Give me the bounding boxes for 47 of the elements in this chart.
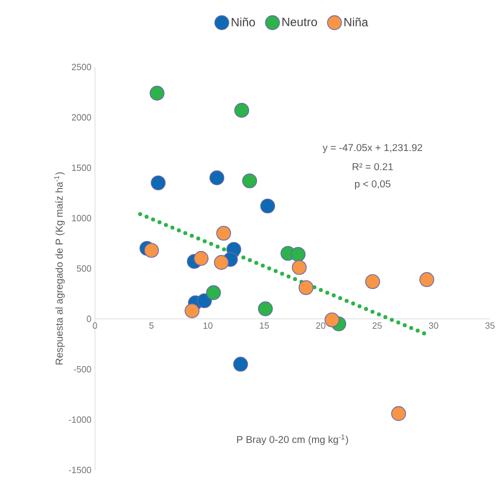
point [233, 356, 248, 372]
annotation: y = -47.05x + 1,231.92 [322, 144, 422, 154]
point [290, 246, 306, 262]
x-tick-label: 35 [485, 322, 494, 329]
point [196, 293, 212, 308]
point [214, 255, 229, 270]
point [298, 280, 314, 296]
y-tick-label: 1500 [72, 164, 91, 171]
y-tick-label: 2000 [72, 114, 91, 121]
y-tick-label: -500 [74, 366, 91, 372]
y-tick-label: 1000 [72, 214, 91, 222]
point [150, 175, 166, 190]
y-tick-label: -1500 [68, 466, 91, 474]
point [216, 226, 231, 241]
point [324, 312, 340, 328]
point [419, 272, 434, 287]
y-tick-label: 500 [76, 265, 91, 272]
point [365, 274, 380, 289]
x-tick-label: 0 [92, 322, 97, 329]
x-tick-label: 10 [203, 322, 212, 329]
x-tick-label: 15 [260, 322, 269, 329]
point [234, 102, 249, 118]
legend-label: Niño [232, 18, 255, 26]
y-tick-label: -1000 [68, 416, 91, 423]
point [194, 251, 208, 266]
point [184, 303, 200, 318]
y-tick-label: 2500 [72, 64, 91, 70]
x-tick-label: 30 [428, 322, 438, 329]
annotation: R² = 0.21 [352, 163, 393, 170]
point [258, 301, 273, 316]
y-axis-title: Respuesta al agregado de P (Kg maíz ha$^{-1}$) [54, 172, 65, 364]
point [260, 198, 275, 214]
point [144, 242, 159, 258]
point [150, 86, 164, 101]
x-tick-label: 5 [149, 322, 154, 329]
point [292, 260, 307, 275]
legend-label: Neutro [282, 18, 317, 26]
point [391, 406, 406, 421]
legend-label: Niña [344, 18, 368, 26]
point [206, 285, 221, 300]
y-tick-label: 0 [86, 316, 91, 322]
x-tick-label: 25 [372, 322, 382, 329]
point [242, 173, 257, 188]
x-tick-label: 20 [316, 322, 326, 329]
annotation: p < 0,05 [354, 180, 390, 190]
x-axis-title: P Bray 0-20 cm (mg kg$^{-1}$) [237, 434, 348, 446]
point [209, 170, 224, 186]
